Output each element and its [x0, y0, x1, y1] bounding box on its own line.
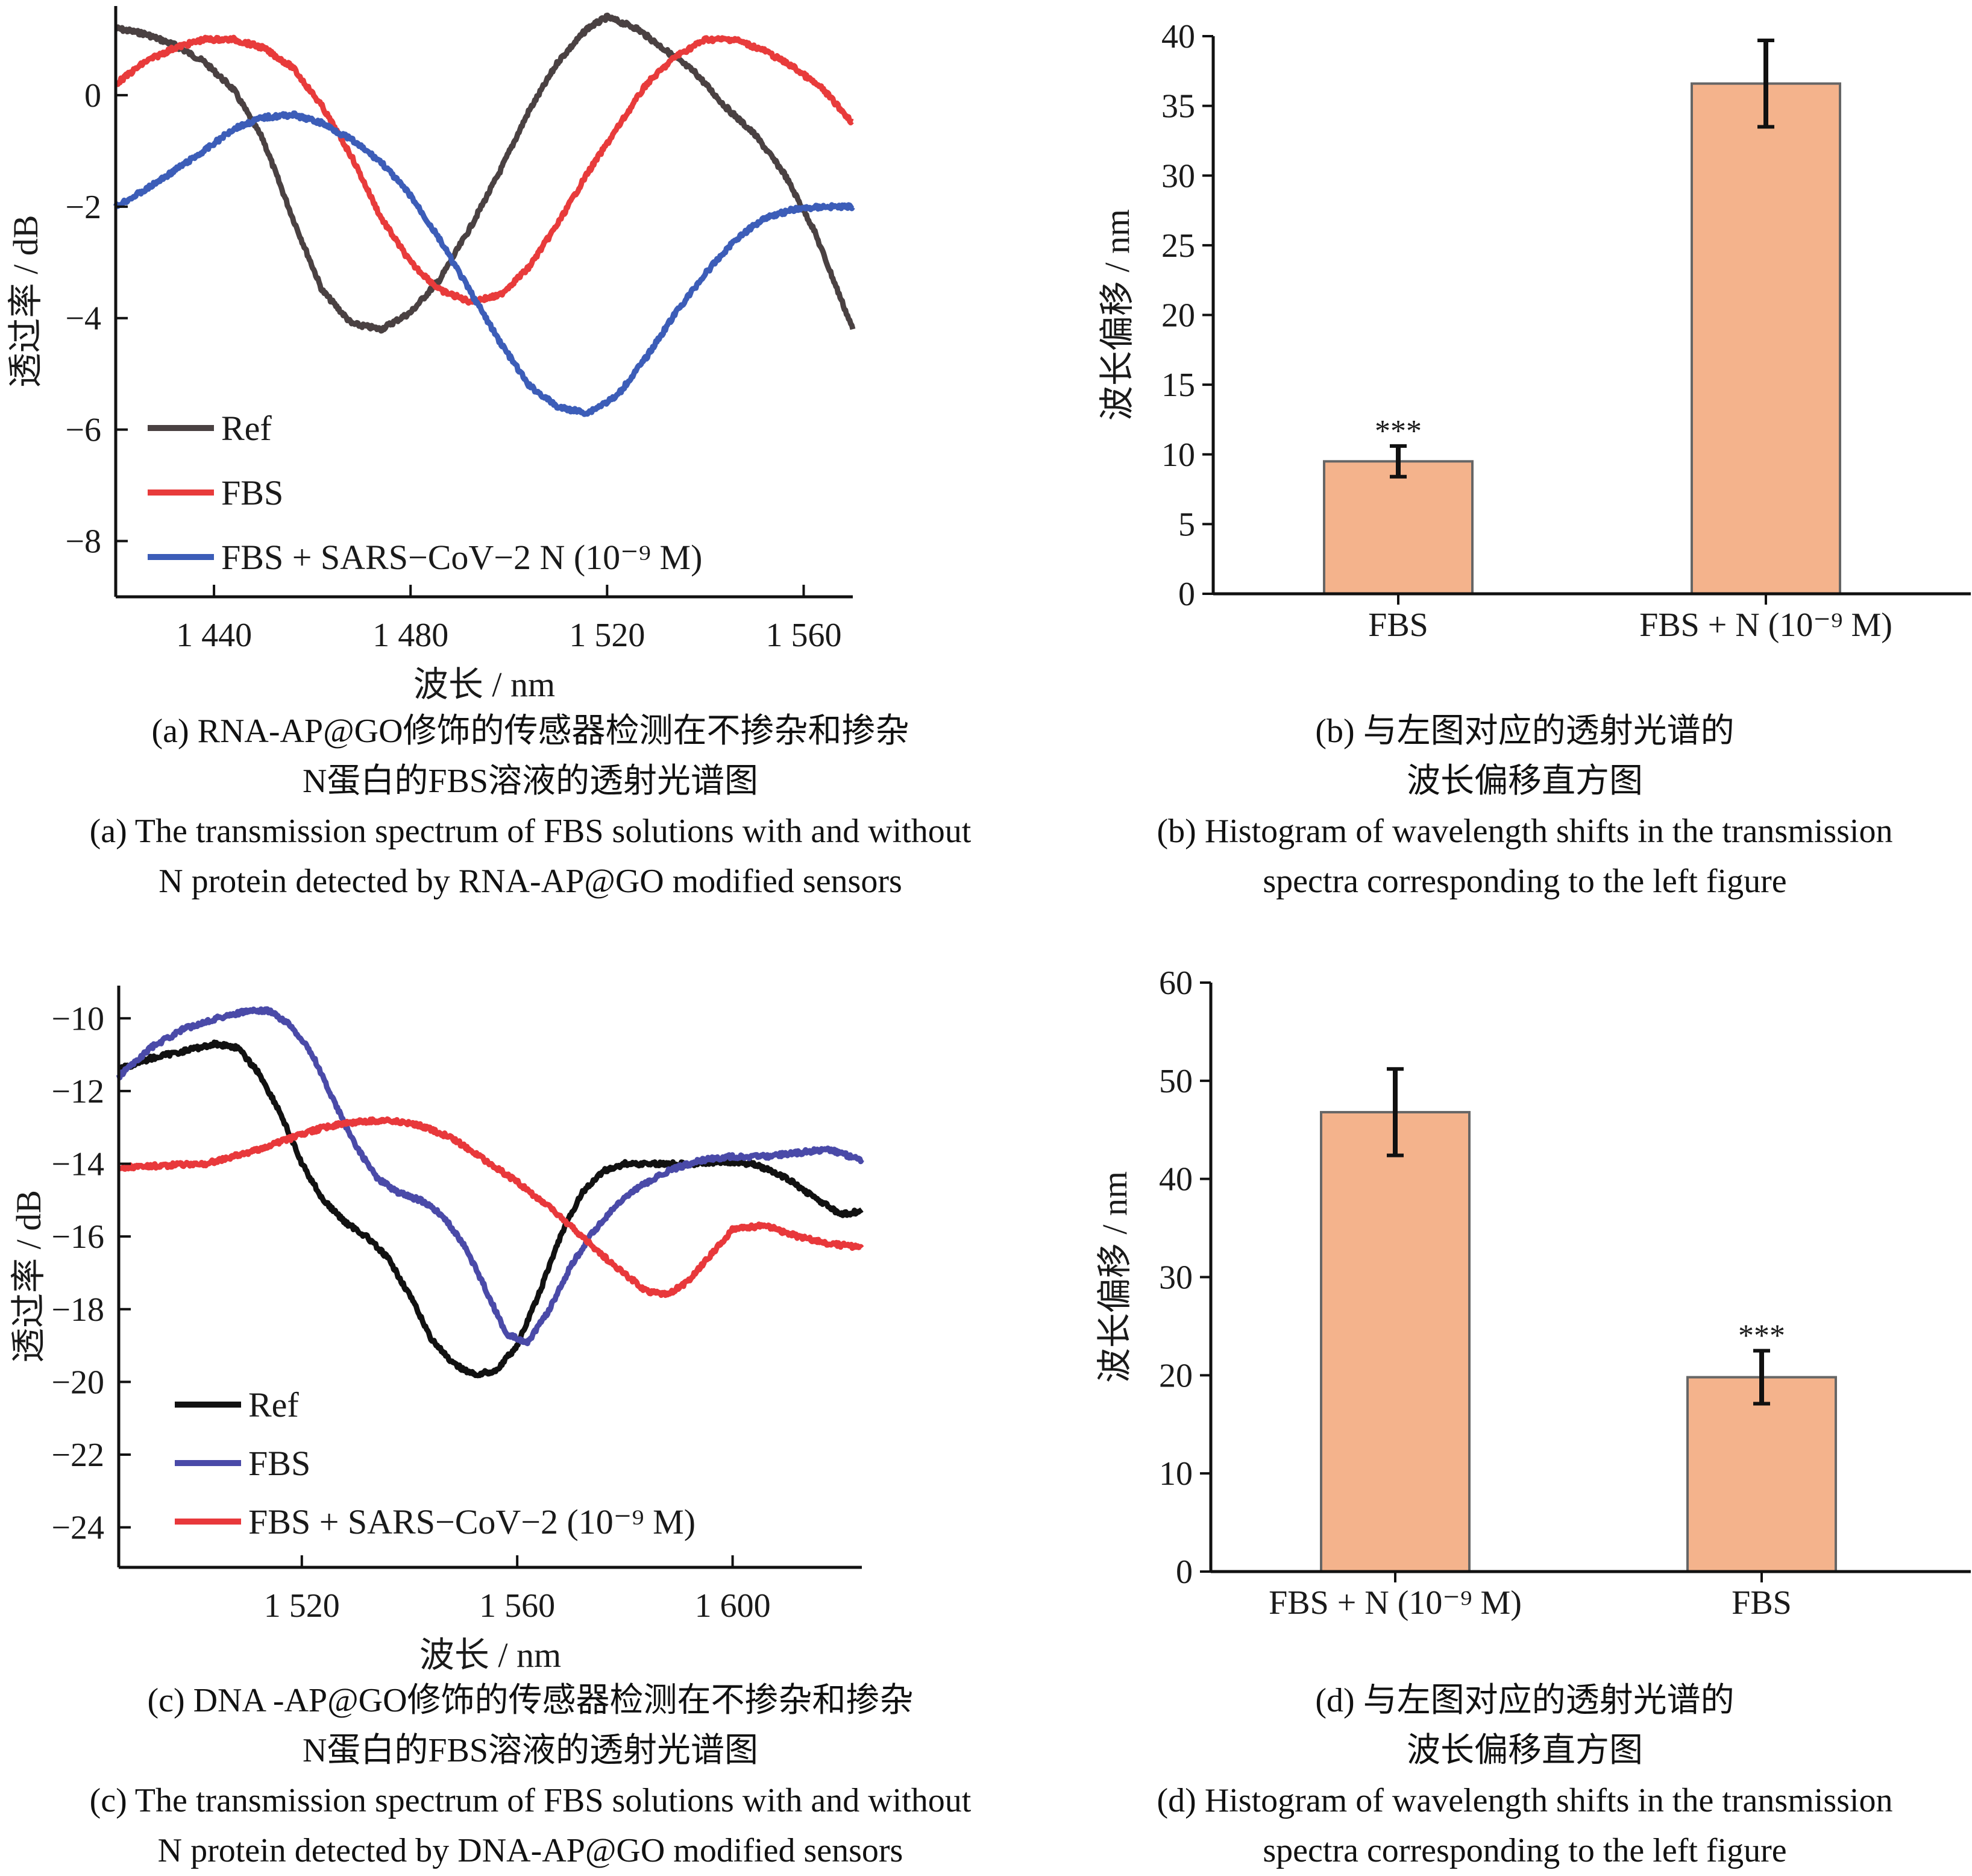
panel-b-bar-2	[1691, 82, 1841, 595]
panel-b-y-tick-label: 10	[1161, 436, 1195, 474]
panel-d-y-tick-label: 60	[1159, 965, 1193, 1002]
caption-c-zh-line1: (c) DNA -AP@GO修饰的传感器检测在不掺杂和掺杂	[147, 1682, 914, 1719]
panel-d-bar-2	[1686, 1376, 1837, 1573]
panel-c-y-tick-label: −20	[51, 1364, 104, 1401]
panel-b-y-tick-label: 30	[1161, 157, 1195, 195]
panel-a-y-tick-label: 0	[84, 77, 101, 115]
panel-c-y-tick-label: −10	[51, 1000, 104, 1037]
panel-c-legend-label: FBS + SARS−CoV−2 (10⁻⁹ M)	[248, 1502, 696, 1541]
caption-a-en-line1: (a) The transmission spectrum of FBS sol…	[89, 813, 972, 850]
panel-d-y-tick-label: 30	[1159, 1259, 1193, 1297]
caption-b-en-line1: (b) Histogram of wavelength shifts in th…	[1157, 813, 1893, 850]
caption-b-en-line2: spectra corresponding to the left figure	[1263, 863, 1787, 900]
panel-c-legend-label: Ref	[248, 1385, 299, 1424]
panel-b-y-tick-label: 20	[1161, 297, 1195, 335]
panel-a-legend-label: FBS	[221, 473, 283, 512]
panel-b-y-tick-label: 25	[1161, 227, 1195, 265]
panel-b-y-tick-label: 0	[1178, 576, 1195, 613]
panel-a-line-chart: 0 −2 −4 −6 −8 1 440 1 480 1 520 1 560 波长 / nm 透过率 …	[6, 6, 856, 704]
panel-c-y-tick-label: −24	[51, 1509, 104, 1547]
panel-b-y-tick-label: 40	[1161, 18, 1195, 55]
panel-d-bar-chart: FBS + N (10⁻⁹ M) *** FBS 0 10 20 30 40 50 60 波长偏移 …	[1095, 965, 1971, 1622]
panel-a-legend-label: Ref	[221, 409, 272, 448]
panel-a-x-axis-label: 波长 / nm	[413, 665, 555, 704]
panel-d-significance-label: ***	[1738, 1319, 1785, 1353]
caption-b-zh-line2: 波长偏移直方图	[1407, 763, 1643, 800]
caption-a-en-line2: N protein detected by RNA-AP@GO modified…	[159, 863, 902, 900]
panel-a-y-tick-label: −8	[65, 523, 101, 561]
caption-c: (c) DNA -AP@GO修饰的传感器检测在不掺杂和掺杂 N蛋白的FBS溶液的…	[0, 1676, 1061, 1876]
caption-c-zh-line2: N蛋白的FBS溶液的透射光谱图	[302, 1732, 759, 1769]
panel-c-series-2-line	[116, 1006, 864, 1347]
panel-d-y-tick-label: 40	[1159, 1161, 1193, 1198]
panel-c-y-tick-label: −18	[51, 1291, 104, 1329]
caption-a-zh-line2: N蛋白的FBS溶液的透射光谱图	[302, 763, 759, 800]
caption-b: (b) 与左图对应的透射光谱的 波长偏移直方图 (b) Histogram of…	[1079, 707, 1971, 907]
panel-a-x-tick-label: 1 440	[176, 617, 252, 654]
panel-d-y-tick-label: 50	[1159, 1063, 1193, 1100]
panel-c-x-tick-label: 1 520	[264, 1587, 340, 1625]
panel-d-category-label: FBS + N (10⁻⁹ M)	[1269, 1584, 1522, 1622]
panel-b-bar-chart: *** FBS FBS + N (10⁻⁹ M) 0 5 10 15 20 25 30 35 40 波长…	[1097, 18, 1971, 644]
caption-d-zh-line2: 波长偏移直方图	[1407, 1732, 1643, 1769]
caption-c-en-line2: N protein detected by DNA-AP@GO modified…	[157, 1832, 903, 1869]
panel-c-series-3-line	[117, 1116, 864, 1298]
caption-b-zh-line1: (b) 与左图对应的透射光谱的	[1315, 713, 1735, 750]
caption-a-zh-line1: (a) RNA-AP@GO修饰的传感器检测在不掺杂和掺杂	[151, 713, 909, 750]
panel-a-y-axis-label: 透过率 / dB	[6, 215, 45, 388]
caption-d-en-line1: (d) Histogram of wavelength shifts in th…	[1157, 1782, 1893, 1819]
panel-a-y-tick-label: −4	[65, 300, 101, 338]
panel-a-x-tick-label: 1 560	[765, 617, 841, 654]
panel-a-x-tick-label: 1 520	[569, 617, 645, 654]
panel-c-y-axis-label: 透过率 / dB	[9, 1190, 48, 1363]
panel-a-series-3-line	[113, 110, 855, 417]
caption-c-en-line1: (c) The transmission spectrum of FBS sol…	[89, 1782, 972, 1819]
panel-c-y-tick-label: −12	[51, 1073, 104, 1110]
caption-d-en-line2: spectra corresponding to the left figure	[1263, 1832, 1787, 1869]
panel-c-x-tick-label: 1 600	[695, 1587, 771, 1625]
panel-a-series-1-line	[114, 12, 856, 334]
panel-d-y-tick-label: 10	[1159, 1455, 1193, 1493]
caption-a: (a) RNA-AP@GO修饰的传感器检测在不掺杂和掺杂 N蛋白的FBS溶液的透…	[0, 707, 1061, 907]
panel-d-y-tick-label: 0	[1176, 1553, 1193, 1591]
panel-c-legend-label: FBS	[248, 1444, 310, 1483]
caption-d-zh-line1: (d) 与左图对应的透射光谱的	[1315, 1682, 1735, 1719]
panel-d-y-axis-label: 波长偏移 / nm	[1095, 1171, 1134, 1383]
panel-c-x-axis-label: 波长 / nm	[419, 1635, 561, 1675]
panel-b-y-tick-label: 35	[1161, 88, 1195, 125]
panel-a-series-2-line	[114, 34, 855, 306]
panel-a-x-tick-label: 1 480	[372, 617, 448, 654]
panel-b-category-label: FBS + N (10⁻⁹ M)	[1639, 606, 1892, 644]
panel-b-y-tick-label: 5	[1178, 506, 1195, 543]
panel-a-y-tick-label: −2	[65, 189, 101, 226]
panel-b-y-axis-label: 波长偏移 / nm	[1097, 209, 1137, 421]
panel-a-legend-label: FBS + SARS−CoV−2 N (10⁻⁹ M)	[221, 538, 702, 577]
panel-d-y-tick-label: 20	[1159, 1357, 1193, 1394]
panel-b-significance-label: ***	[1375, 414, 1422, 449]
caption-d: (d) 与左图对应的透射光谱的 波长偏移直方图 (d) Histogram of…	[1079, 1676, 1971, 1876]
panel-b-bar-1	[1323, 460, 1474, 595]
panel-c-y-tick-label: −14	[51, 1146, 104, 1183]
panel-b-y-tick-label: 15	[1161, 367, 1195, 404]
panel-d-category-label: FBS	[1732, 1584, 1792, 1622]
panel-a-y-tick-label: −6	[65, 412, 101, 449]
panel-d-bar-1	[1320, 1110, 1471, 1573]
panel-c-y-tick-label: −16	[51, 1218, 104, 1256]
panel-c-x-tick-label: 1 560	[479, 1587, 555, 1625]
panel-c-series-1-line	[117, 1039, 864, 1379]
panel-b-category-label: FBS	[1368, 606, 1428, 644]
panel-c-y-tick-label: −22	[51, 1437, 104, 1474]
panel-c-line-chart: −10 −12 −14 −16 −18 −20 −22 −24 1 520 1 560 1 600 波…	[9, 986, 864, 1675]
